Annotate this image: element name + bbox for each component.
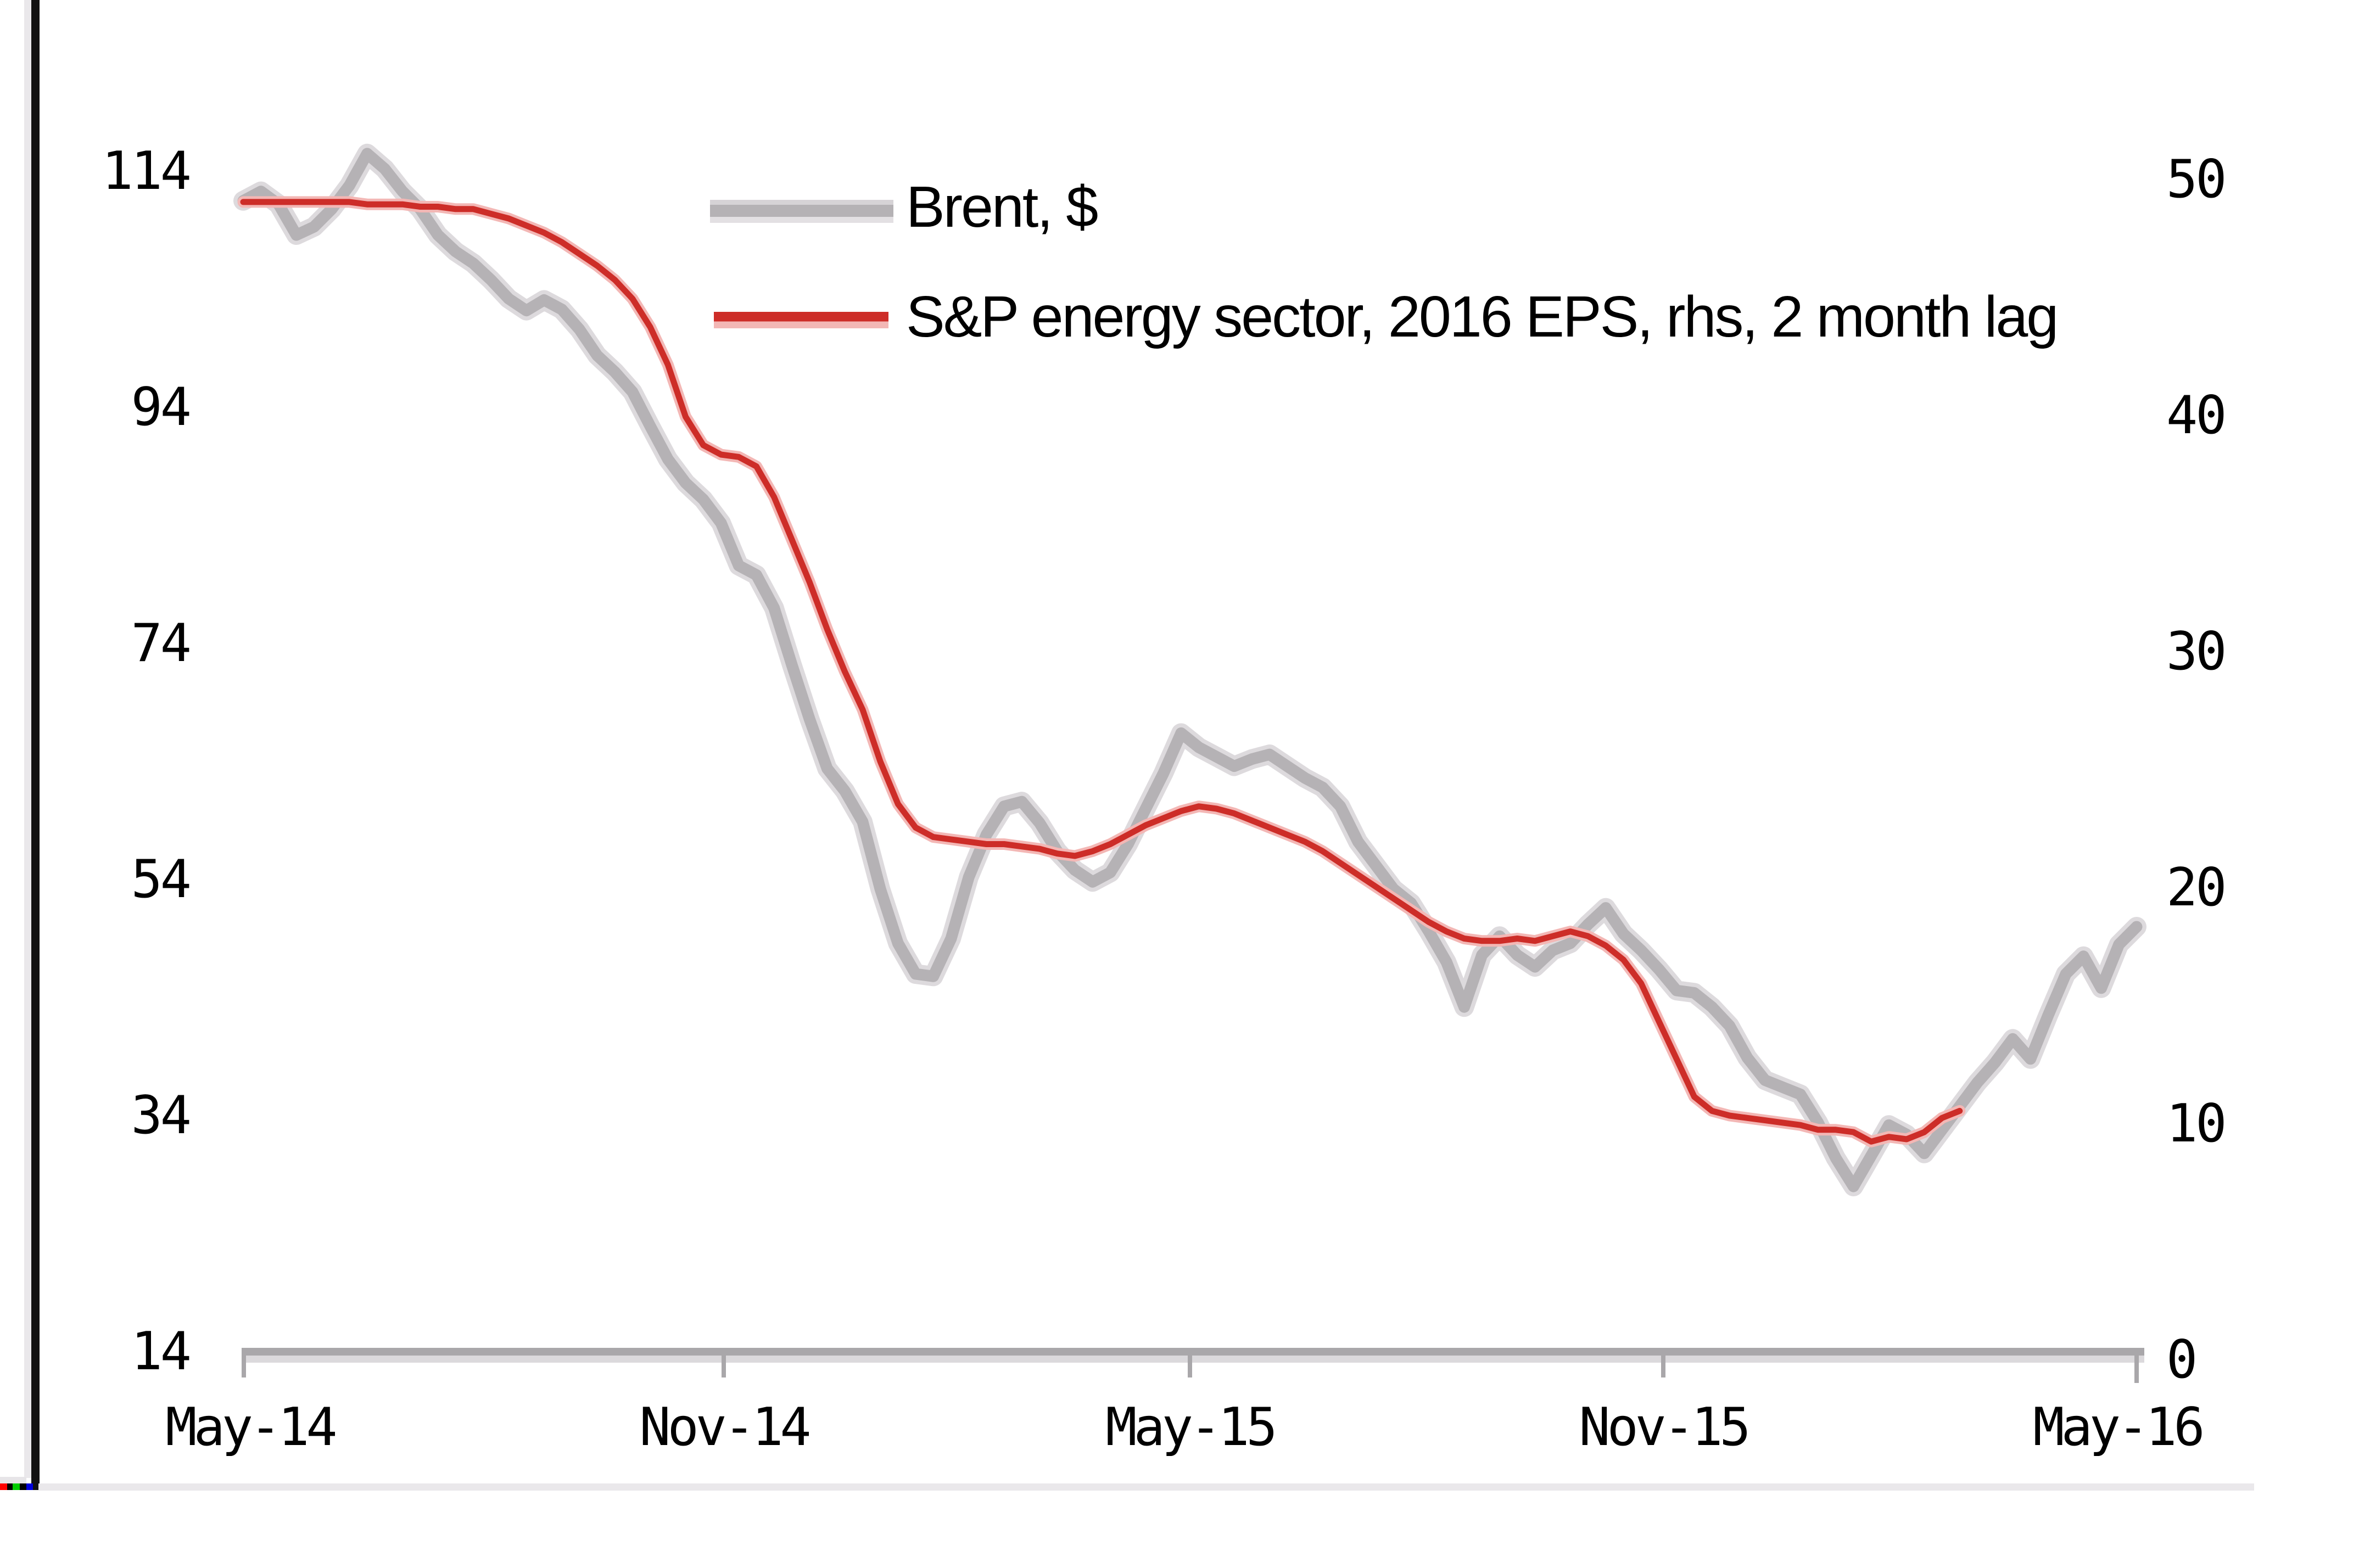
x-axis (242, 1348, 2144, 1383)
left-gutter-strip (24, 0, 31, 1478)
pixel-artifact-blue (26, 1483, 33, 1490)
pixel-artifact-black (7, 1483, 13, 1490)
artifact-band (38, 1483, 2254, 1491)
x-axis-tick (722, 1348, 726, 1377)
x-axis-tick-label: May-16 (2033, 1397, 2205, 1458)
y-axis-left-tick-label: 114 (102, 141, 192, 201)
artifact-light-block (0, 1477, 26, 1483)
x-axis-tick-label: Nov-15 (1579, 1397, 1751, 1458)
y-axis-left-tick-label: 54 (131, 849, 192, 910)
y-axis-left-tick-label: 34 (131, 1085, 192, 1146)
eps-line-swatch (714, 312, 888, 328)
pixel-artifact-red (0, 1483, 7, 1490)
pixel-artifact-black (20, 1483, 26, 1490)
x-axis-tick (2134, 1348, 2139, 1383)
x-axis-line (243, 1348, 2144, 1356)
x-axis-tick (1661, 1348, 1665, 1377)
chart-left-border (31, 0, 40, 1490)
eps-line (240, 199, 1963, 1145)
legend-label-eps: S&P energy sector, 2016 EPS, rhs, 2 mont… (906, 284, 2059, 349)
bottom-artifacts (0, 1477, 2254, 1491)
x-axis-tick-label: Nov-14 (639, 1397, 811, 1458)
y-axis-right-tick-label: 10 (2166, 1094, 2227, 1154)
y-axis-right-tick-label: 0 (2166, 1330, 2198, 1390)
y-axis-right-tick-label: 40 (2166, 385, 2227, 446)
x-axis-tick-label: May-14 (165, 1397, 337, 1458)
y-axis-left-tick-label: 94 (131, 377, 192, 438)
plot-area (233, 143, 2146, 1196)
x-axis-tick (242, 1348, 246, 1377)
x-axis-tick (1188, 1348, 1192, 1377)
legend-label-brent: Brent, $ (906, 175, 1098, 239)
pixel-artifact-green (13, 1483, 20, 1490)
y-axis-left-tick-label: 74 (131, 613, 192, 674)
brent-line-swatch (710, 200, 893, 223)
x-axis-tick-label: May-15 (1105, 1397, 1277, 1458)
y-axis-right-tick-label: 30 (2166, 621, 2227, 682)
y-axis-left-tick-label: 14 (131, 1321, 192, 1382)
y-axis-right-tick-label: 50 (2166, 149, 2227, 210)
x-axis-line-highlight (243, 1356, 2144, 1363)
y-axis-right-tick-label: 20 (2166, 858, 2227, 918)
